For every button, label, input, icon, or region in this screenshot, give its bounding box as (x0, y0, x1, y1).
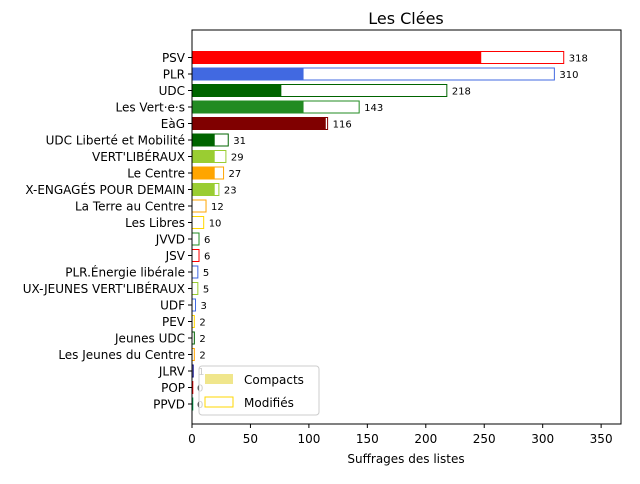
legend-label-compacts: Compacts (244, 373, 304, 387)
y-tick-label: UDC (159, 84, 185, 98)
value-label: 2 (199, 334, 205, 345)
x-tick-label: 0 (188, 432, 196, 446)
value-label: 2 (199, 318, 205, 329)
legend: Compacts Modifiés (198, 365, 320, 416)
bar-modifies (191, 249, 200, 262)
value-label: 6 (204, 235, 210, 246)
x-tick-label: 350 (590, 432, 613, 446)
x-tick-label: 50 (243, 432, 258, 446)
value-label: 318 (569, 54, 588, 65)
value-label: 23 (224, 186, 237, 197)
y-tick-label: JSV (165, 249, 186, 263)
y-tick-label: PSV (162, 51, 186, 65)
y-tick-label: PLR.Énergie libérale (65, 265, 185, 280)
y-tick-label: JVVD (155, 233, 185, 247)
bar-modifies (191, 216, 205, 229)
y-tick-label: VERT'LIBÉRAUX (92, 149, 185, 164)
y-tick-label: Le Centre (127, 167, 185, 181)
x-axis-label: Suffrages des listes (347, 452, 464, 466)
y-tick-label: UDF (160, 299, 185, 313)
y-tick-label: La Terre au Centre (75, 200, 185, 214)
y-tick-labels: PSV PLR UDC Les Vert·e·s EàG UDC Liberté et M… (23, 51, 192, 412)
x-tick-label: 200 (414, 432, 437, 446)
y-tick-label: EàG (161, 117, 185, 131)
y-tick-label: UDC Liberté et Mobilité (46, 134, 185, 148)
bar-compacts (192, 51, 481, 64)
bar-compacts (192, 67, 304, 81)
x-tick-label: 300 (531, 432, 554, 446)
value-label: 310 (559, 70, 578, 81)
y-tick-label: Jeunes UDC (114, 332, 185, 346)
y-tick-label: PPVD (153, 398, 185, 412)
bar-compacts (192, 166, 215, 180)
x-tick-label: 250 (473, 432, 496, 446)
value-label: 3 (201, 301, 207, 312)
value-label: 116 (333, 120, 352, 131)
legend-label-modifies: Modifiés (244, 396, 294, 410)
bar-modifies (213, 150, 227, 163)
bar-modifies (191, 232, 200, 246)
legend-swatch-modifies (204, 396, 234, 408)
y-tick-label: Les Vert·e·s (116, 101, 186, 115)
bar-modifies (191, 282, 199, 295)
bar-modifies (213, 133, 229, 147)
value-label: 12 (211, 202, 224, 213)
bar-modifies (302, 67, 555, 81)
value-label: 218 (452, 87, 471, 98)
y-tick-label: X-ENGAGÉS POUR DEMAIN (25, 182, 185, 197)
value-label: 27 (229, 169, 242, 180)
bar-modifies (191, 199, 207, 213)
value-label: 143 (364, 103, 383, 114)
bar-modifies (191, 265, 199, 279)
bar-compacts (192, 100, 304, 114)
bar-compacts (192, 150, 215, 163)
x-tick-label: 150 (356, 432, 379, 446)
value-label: 10 (209, 219, 222, 230)
chart-title: Les Clées (368, 9, 444, 28)
bar-modifies (324, 117, 329, 130)
y-tick-label: PLR (163, 68, 185, 82)
plot-frame (191, 29, 622, 425)
bar-compacts (192, 183, 215, 196)
value-label: 31 (233, 136, 246, 147)
y-tick-label: Les Libres (125, 216, 185, 230)
y-tick-label: JLRV (158, 365, 186, 379)
bar-modifies (280, 84, 448, 97)
y-tick-label: Les Jeunes du Centre (58, 348, 185, 362)
y-tick-label: PEV (162, 315, 186, 329)
value-label: 6 (204, 252, 210, 263)
value-label: 29 (231, 153, 244, 164)
legend-swatch-compacts (205, 374, 233, 384)
bar-modifies (213, 166, 225, 180)
bar-compacts (192, 117, 326, 130)
bar-modifies (213, 183, 220, 196)
bar-compacts (192, 133, 215, 147)
bar-modifies (302, 100, 360, 114)
bars-group (191, 51, 565, 411)
bar-modifies (191, 298, 197, 312)
y-tick-label: UX-JEUNES VERT'LIBÉRAUX (23, 281, 185, 296)
bar-compacts (192, 84, 281, 97)
value-label: 5 (203, 285, 209, 296)
value-label: 2 (199, 351, 205, 362)
bar-modifies (480, 51, 565, 64)
value-label: 5 (203, 268, 209, 279)
y-tick-label: POP (161, 381, 185, 395)
x-tick-label: 100 (297, 432, 320, 446)
x-tick-labels: 0 50 100 150 200 250 300 350 (188, 424, 613, 446)
